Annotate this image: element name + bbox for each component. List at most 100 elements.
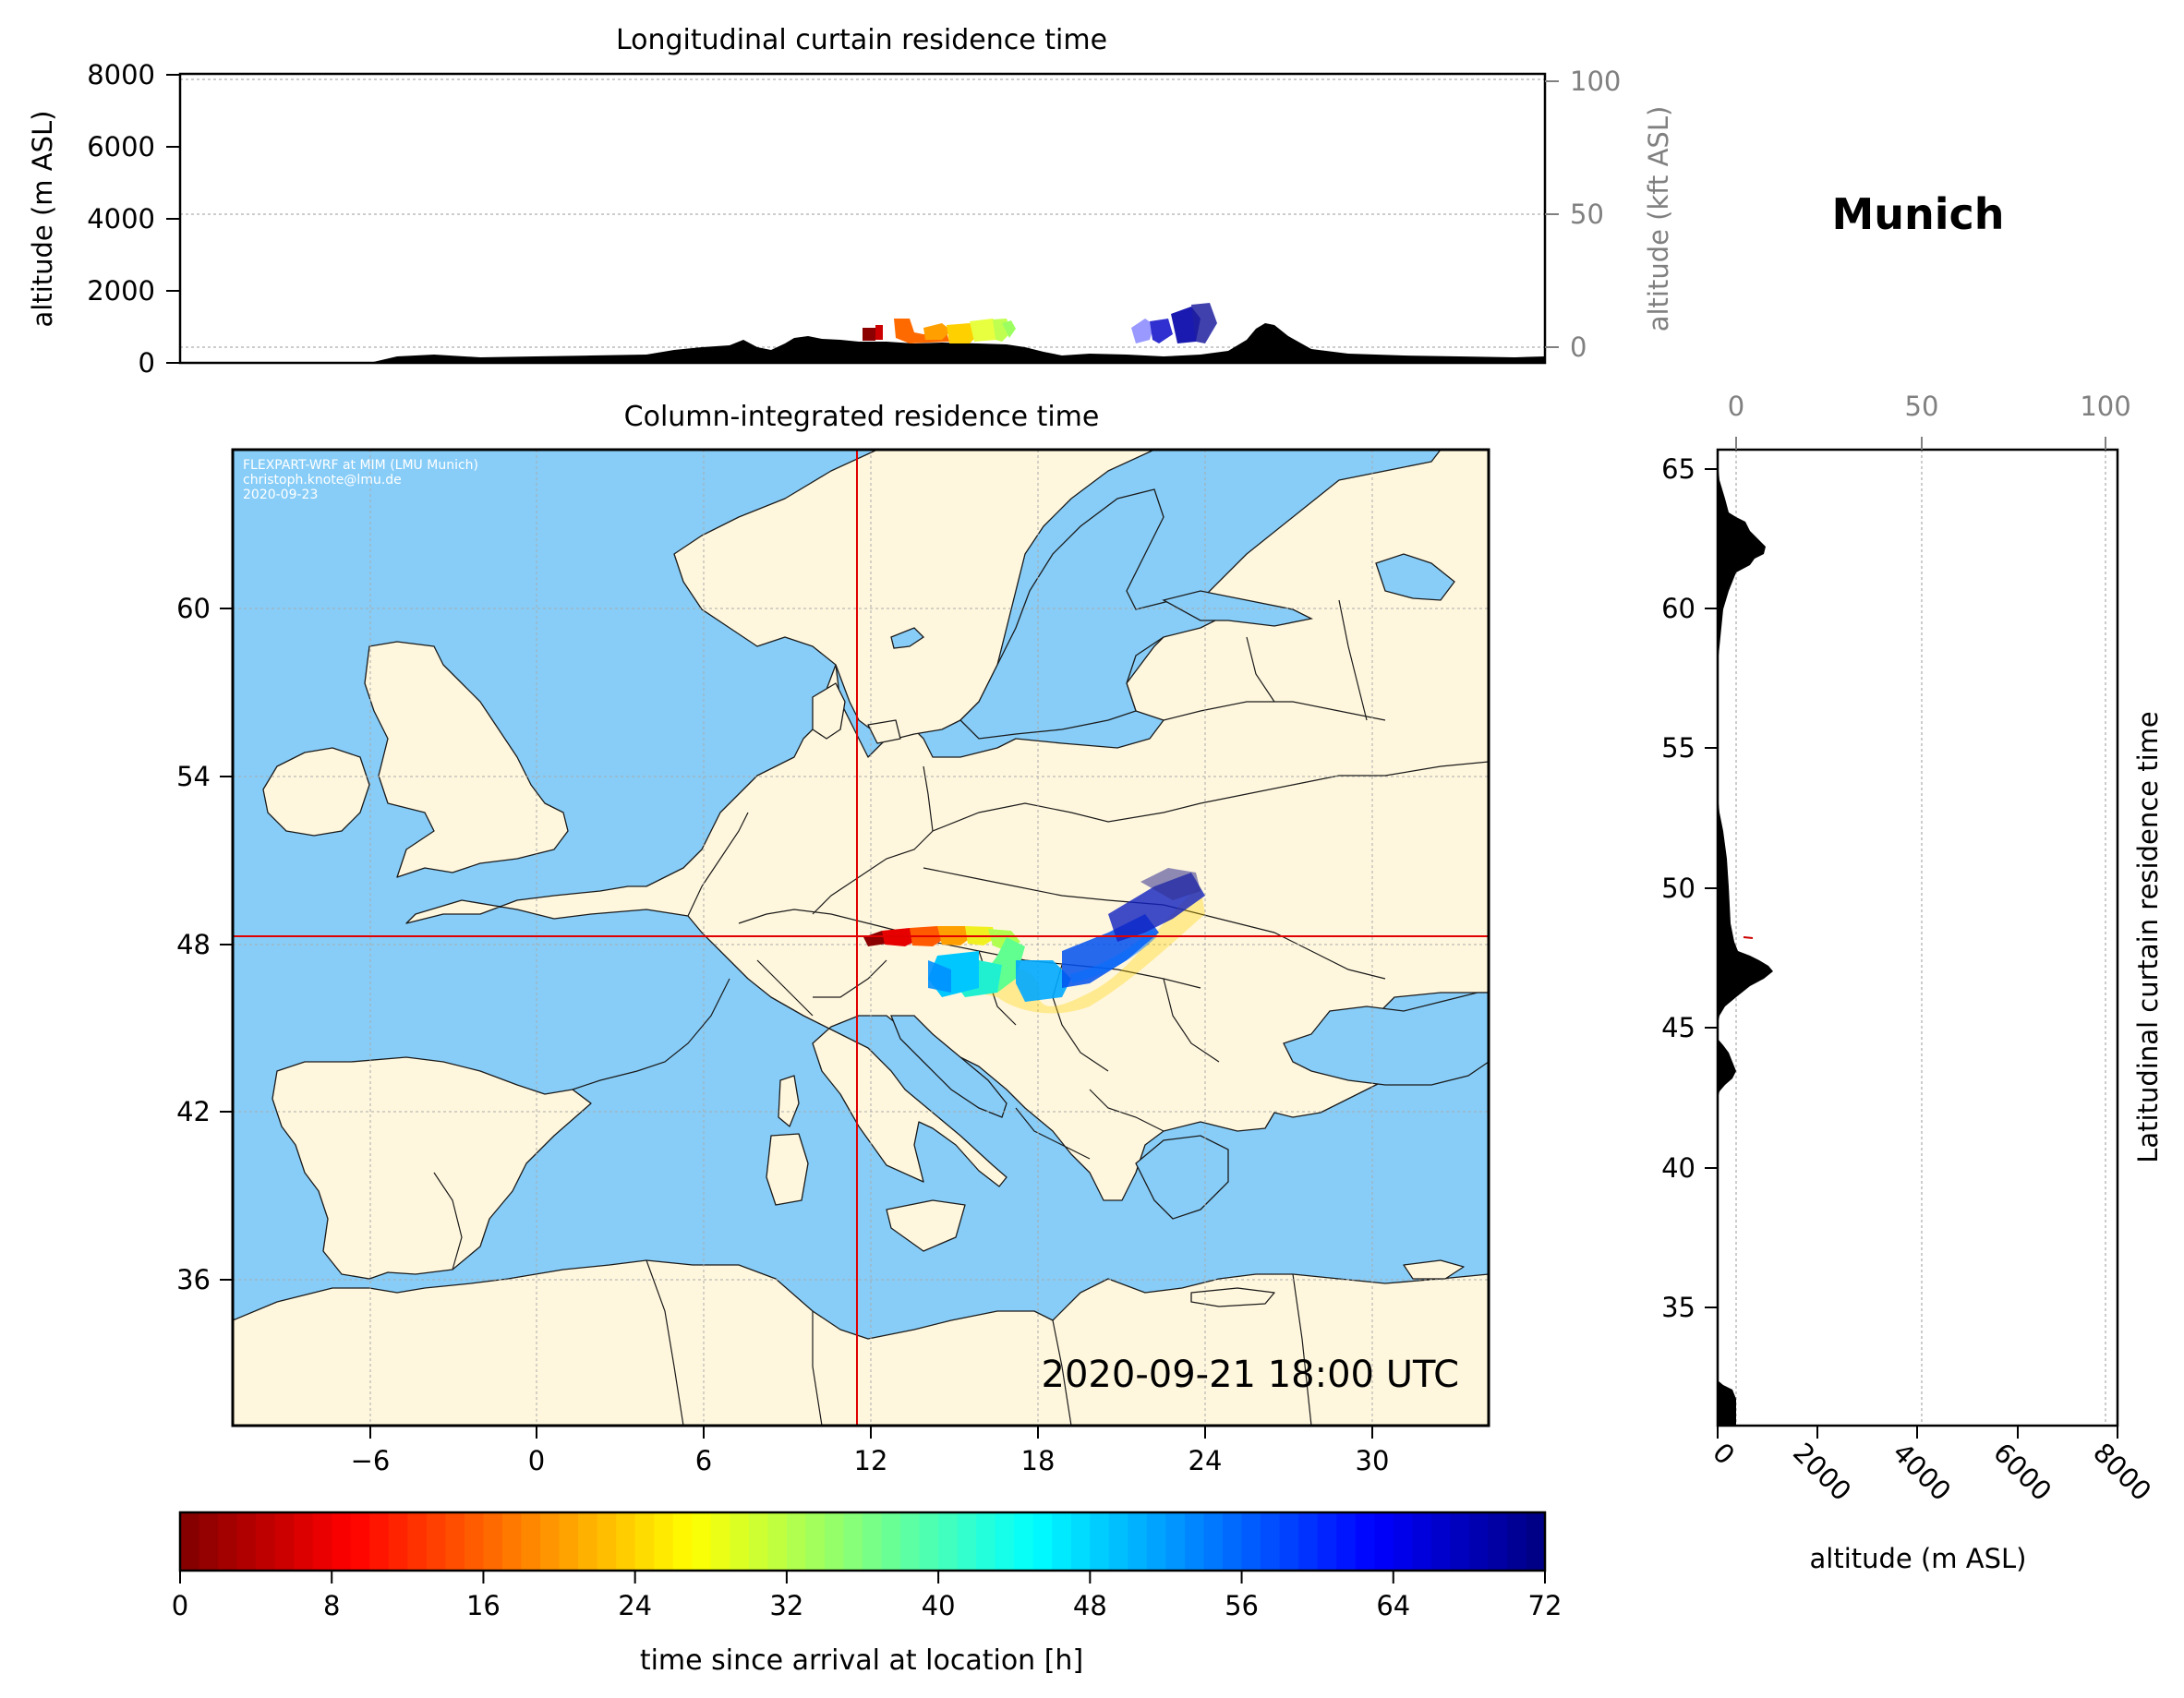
- colorbar-tick-label: 32: [769, 1590, 803, 1621]
- right-xtick-top-0: 0: [1728, 391, 1744, 422]
- right-panel-y-axis: 35 40 45 50 55 60 65 Latitudinal curtain…: [1661, 453, 2164, 1323]
- right-xtick-0: 0: [1707, 1437, 1741, 1471]
- cyprus: [1403, 1259, 1465, 1280]
- right-ytick-40: 40: [1661, 1152, 1695, 1184]
- right-ytick-65: 65: [1661, 453, 1695, 485]
- great-britain: [364, 641, 569, 878]
- top-panel-right-axis: 0 50 100 altitude (kft ASL): [1545, 66, 1674, 363]
- colorbar-cell: [1450, 1512, 1470, 1571]
- colorbar-tick-label: 64: [1376, 1590, 1410, 1621]
- colorbar-tick-label: 24: [618, 1590, 652, 1621]
- colorbar-cell: [1298, 1512, 1319, 1571]
- colorbar-cell: [976, 1512, 996, 1571]
- colorbar-tick-label: 56: [1225, 1590, 1259, 1621]
- colorbar-cell: [521, 1512, 541, 1571]
- colorbar-cell: [1317, 1512, 1337, 1571]
- colorbar-cell: [748, 1512, 768, 1571]
- right-ylabel: Latitudinal curtain residence time: [2132, 711, 2164, 1163]
- colorbar-cell: [1355, 1512, 1375, 1571]
- colorbar-cell: [1128, 1512, 1148, 1571]
- map-ytick-48: 48: [176, 929, 211, 960]
- credit-line-1: FLEXPART-WRF at MIM (LMU Munich): [243, 458, 478, 473]
- colorbar-cell: [995, 1512, 1015, 1571]
- colorbar-cell: [540, 1512, 561, 1571]
- colorbar-cell: [369, 1512, 390, 1571]
- top-ylabel-right: altitude (kft ASL): [1643, 106, 1674, 332]
- colorbar-cell: [692, 1512, 712, 1571]
- top-ytick-right-0: 0: [1570, 331, 1587, 363]
- top-ytick-right-100: 100: [1570, 66, 1621, 97]
- colorbar-cell: [426, 1512, 446, 1571]
- right-xtick-2000: 2000: [1787, 1437, 1857, 1507]
- corsica: [778, 1075, 800, 1127]
- colorbar: 0 8 16 24 32 40 48 56 64 72 time since arrival at…: [172, 1511, 1562, 1677]
- colorbar-label: time since arrival at location [h]: [640, 1644, 1083, 1677]
- colorbar-frame: [178, 1511, 1547, 1572]
- map-xtick-0: 0: [528, 1445, 545, 1476]
- right-xtick-6000: 6000: [1987, 1437, 2057, 1507]
- sicily: [886, 1199, 966, 1252]
- water-overlays: [890, 488, 1489, 1220]
- right-xlabel: altitude (m ASL): [1810, 1543, 2027, 1574]
- longitudinal-curtain-panel: Longitudinal curtain residence time: [27, 24, 1674, 379]
- colorbar-cell: [1488, 1512, 1508, 1571]
- credit-line-3: 2020-09-23: [243, 488, 318, 502]
- map-panel-title: Column-integrated residence time: [624, 401, 1100, 433]
- colorbar-cell: [730, 1512, 750, 1571]
- colorbar-cell: [1261, 1512, 1281, 1571]
- right-ytick-55: 55: [1661, 732, 1695, 764]
- latitudinal-curtain-panel: 35 40 45 50 55 60 65 Latitudinal curtain…: [1661, 391, 2164, 1574]
- top-ytick-right-50: 50: [1570, 199, 1604, 230]
- colorbar-cell: [1279, 1512, 1299, 1571]
- colorbar-cell: [957, 1512, 977, 1571]
- colorbar-cell: [332, 1512, 352, 1571]
- colorbar-cell: [350, 1512, 370, 1571]
- colorbar-cell: [1336, 1512, 1357, 1571]
- map-ytick-60: 60: [176, 593, 211, 624]
- lake-ladoga: [1375, 553, 1455, 601]
- colorbar-cell: [218, 1512, 238, 1571]
- colorbar-cell: [1032, 1512, 1053, 1571]
- colorbar-cell: [388, 1512, 408, 1571]
- right-xtick-top-100: 100: [2080, 391, 2130, 422]
- colorbar-cell: [805, 1512, 826, 1571]
- iberia: [271, 1056, 592, 1280]
- colorbar-cell: [1506, 1512, 1527, 1571]
- right-ytick-35: 35: [1661, 1292, 1695, 1323]
- colorbar-cell: [824, 1512, 845, 1571]
- colorbar-cell: [1165, 1512, 1186, 1571]
- map-xtick-6: 6: [695, 1445, 712, 1476]
- colorbar-cell: [634, 1512, 655, 1571]
- colorbar-cell: [483, 1512, 503, 1571]
- map-xtick-30: 30: [1356, 1445, 1390, 1476]
- colorbar-cell: [274, 1512, 295, 1571]
- colorbar-tick-label: 40: [922, 1590, 956, 1621]
- map-xtick-m6: −6: [351, 1445, 391, 1476]
- colorbar-tick-label: 16: [466, 1590, 501, 1621]
- colorbar-cell: [294, 1512, 314, 1571]
- map-xtick-24: 24: [1189, 1445, 1223, 1476]
- colorbar-cell: [1146, 1512, 1167, 1571]
- colorbar-cell: [559, 1512, 579, 1571]
- colorbar-cell: [863, 1512, 883, 1571]
- colorbar-cell: [1374, 1512, 1394, 1571]
- colorbar-cell: [1412, 1512, 1432, 1571]
- colorbar-cell: [786, 1512, 807, 1571]
- top-panel-title: Longitudinal curtain residence time: [616, 24, 1107, 56]
- map-frame: [231, 448, 1490, 1427]
- colorbar-cell: [199, 1512, 219, 1571]
- map-xtick-18: 18: [1021, 1445, 1056, 1476]
- right-xtick-top-50: 50: [1905, 391, 1939, 422]
- colorbar-tick-label: 48: [1073, 1590, 1107, 1621]
- right-ytick-50: 50: [1661, 873, 1695, 904]
- map-timestamp: 2020-09-21 18:00 UTC: [1042, 1354, 1459, 1396]
- colorbar-cell: [616, 1512, 636, 1571]
- colorbar-cell: [312, 1512, 332, 1571]
- zealand: [867, 719, 901, 744]
- colorbar-cell: [1052, 1512, 1072, 1571]
- top-ylabel-left: altitude (m ASL): [27, 111, 58, 328]
- top-panel-plume: [863, 303, 1217, 343]
- colorbar-cell: [1393, 1512, 1413, 1571]
- right-ytick-45: 45: [1661, 1012, 1695, 1043]
- top-panel-frame: [180, 74, 1545, 363]
